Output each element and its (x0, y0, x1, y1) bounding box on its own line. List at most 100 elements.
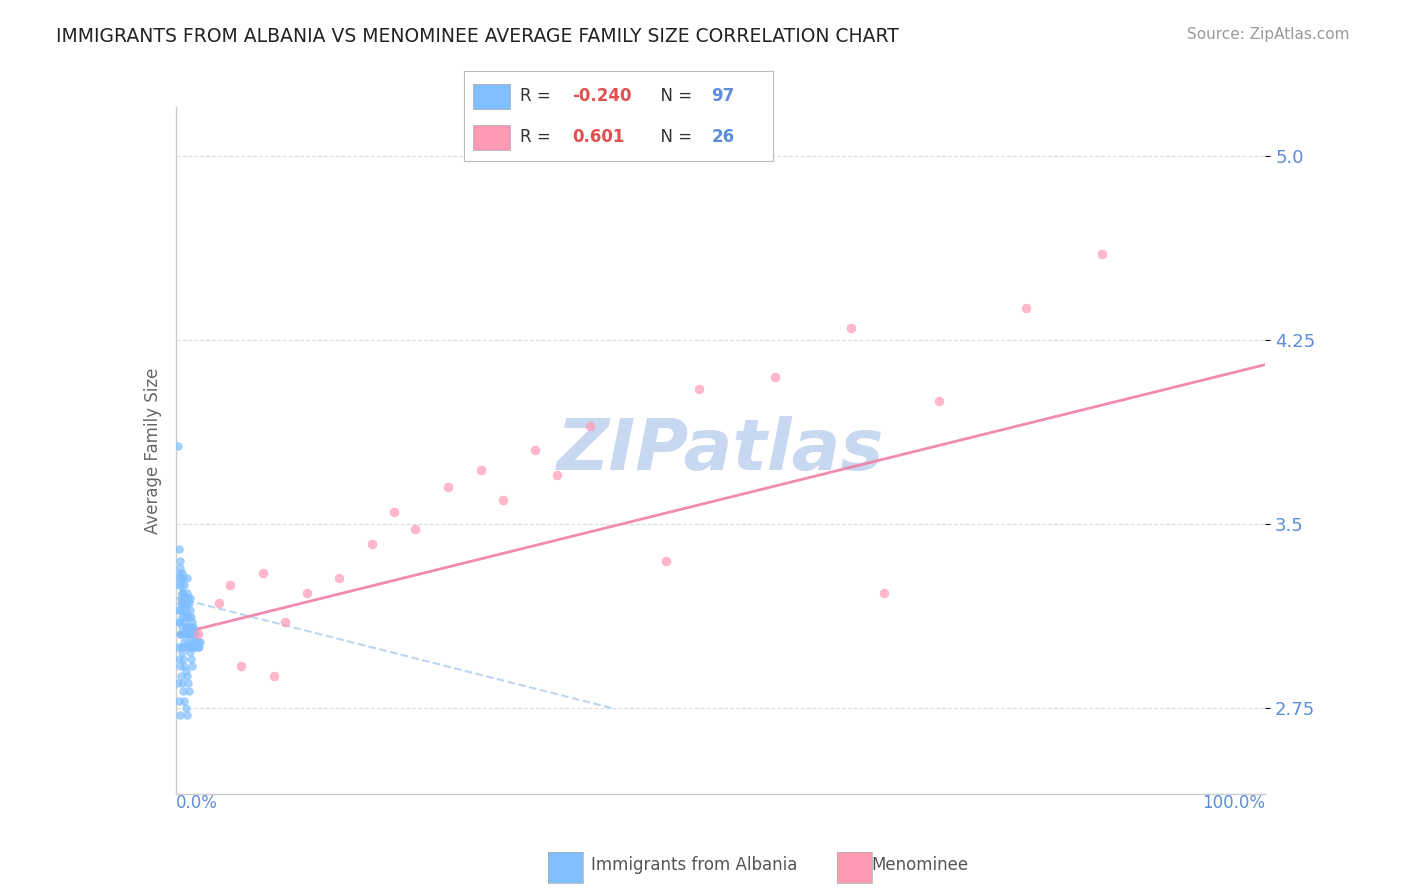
Point (177, 684, 200, 698)
Point (172, 627, 194, 641)
Point (180, 610, 202, 624)
Point (170, 571, 193, 585)
Point (177, 676, 200, 690)
Point (328, 571, 350, 585)
Point (167, 676, 190, 690)
Point (172, 644, 194, 658)
Point (184, 627, 207, 641)
Point (177, 596, 200, 610)
Text: 100.0%: 100.0% (1202, 794, 1265, 812)
Point (186, 640, 209, 654)
Point (184, 640, 207, 654)
Point (172, 585, 194, 599)
Point (655, 554, 678, 568)
Point (177, 640, 200, 654)
Point (172, 684, 194, 698)
Point (179, 640, 201, 654)
Point (169, 659, 191, 673)
Point (360, 536, 382, 550)
Point (170, 669, 193, 683)
Point (173, 591, 195, 605)
Point (167, 603, 190, 617)
Point (179, 644, 201, 658)
Point (167, 615, 190, 630)
Text: R =: R = (520, 87, 555, 105)
Point (1091, 247, 1114, 261)
Point (174, 620, 197, 634)
Point (183, 635, 205, 649)
Text: ZIPatlas: ZIPatlas (557, 416, 884, 485)
Point (167, 615, 190, 630)
Point (169, 561, 191, 575)
Point (219, 578, 242, 592)
Text: N =: N = (650, 87, 697, 105)
Point (172, 610, 194, 624)
Point (170, 627, 193, 641)
Point (167, 571, 190, 585)
Text: Source: ZipAtlas.com: Source: ZipAtlas.com (1187, 27, 1350, 42)
Point (176, 610, 198, 624)
Point (169, 554, 191, 568)
Point (231, 659, 253, 673)
Point (172, 652, 194, 666)
Point (173, 659, 195, 673)
Point (169, 603, 191, 617)
Point (181, 635, 204, 649)
Point (172, 676, 194, 690)
Point (188, 635, 211, 649)
Text: IMMIGRANTS FROM ALBANIA VS MENOMINEE AVERAGE FAMILY SIZE CORRELATION CHART: IMMIGRANTS FROM ALBANIA VS MENOMINEE AVE… (56, 27, 898, 45)
Point (176, 571, 198, 585)
Text: N =: N = (650, 128, 697, 146)
Point (873, 585, 896, 599)
Point (295, 585, 318, 599)
Point (208, 596, 231, 610)
FancyBboxPatch shape (474, 84, 510, 109)
Point (181, 620, 204, 634)
Text: 97: 97 (711, 87, 735, 105)
Point (167, 578, 190, 592)
Point (186, 635, 209, 649)
Point (176, 669, 198, 683)
Y-axis label: Average Family Size: Average Family Size (143, 368, 162, 533)
Point (928, 394, 950, 409)
Point (172, 596, 194, 610)
Point (180, 652, 202, 666)
Point (177, 591, 200, 605)
Text: Menominee: Menominee (872, 856, 969, 874)
Text: 0.601: 0.601 (572, 128, 624, 146)
Point (172, 620, 194, 634)
Point (172, 566, 194, 581)
Point (263, 669, 285, 683)
Point (524, 443, 547, 458)
Point (173, 610, 195, 624)
Point (179, 620, 201, 634)
Point (181, 659, 204, 673)
Point (173, 694, 195, 708)
Point (176, 627, 198, 641)
Point (179, 603, 201, 617)
Point (437, 480, 460, 494)
Point (688, 382, 710, 396)
Point (176, 596, 198, 610)
Point (170, 596, 193, 610)
Text: R =: R = (520, 128, 555, 146)
Point (579, 418, 602, 433)
Point (492, 492, 515, 507)
Point (181, 640, 204, 654)
Point (172, 640, 194, 654)
Point (174, 603, 197, 617)
Point (169, 708, 191, 723)
Point (183, 627, 205, 641)
Point (180, 627, 202, 641)
Point (1015, 301, 1038, 315)
Point (172, 585, 194, 599)
Point (170, 578, 193, 592)
Point (172, 585, 194, 599)
Point (169, 566, 191, 581)
Point (173, 635, 195, 649)
Point (177, 635, 200, 649)
Point (181, 627, 204, 641)
Point (546, 467, 568, 482)
Point (167, 541, 190, 556)
Point (167, 652, 190, 666)
